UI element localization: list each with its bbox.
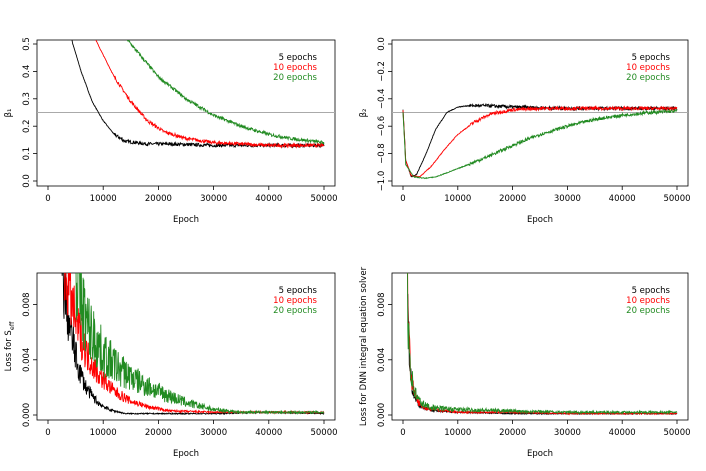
y-tick-label: −0.2 bbox=[377, 61, 387, 82]
y-tick-label: 0.4 bbox=[22, 65, 32, 79]
x-tick-label: 30000 bbox=[554, 194, 581, 204]
y-tick-label: 0.0 bbox=[22, 174, 32, 188]
y-tick-label: 0.000 bbox=[22, 403, 32, 427]
x-tick-label: 30000 bbox=[554, 428, 581, 438]
legend-entry: 5 epochs bbox=[279, 53, 318, 63]
series-group bbox=[61, 273, 325, 416]
x-axis-title: Epoch bbox=[173, 449, 199, 459]
y-tick-label: 0.5 bbox=[22, 37, 32, 51]
y-axis-title: β₂ bbox=[359, 109, 369, 118]
x-axis-title: Epoch bbox=[173, 215, 199, 225]
x-tick-label: 50000 bbox=[663, 194, 690, 204]
legend-entry: 5 epochs bbox=[632, 286, 671, 296]
x-tick-label: 0 bbox=[45, 428, 50, 438]
x-tick-label: 50000 bbox=[310, 194, 337, 204]
legend-entry: 5 epochs bbox=[632, 53, 671, 63]
y-axis-title: Loss for DNN integral equation solver bbox=[359, 266, 369, 426]
series-line-10-epochs bbox=[64, 273, 325, 415]
x-tick-label: 20000 bbox=[499, 428, 526, 438]
y-tick-label: −0.8 bbox=[377, 143, 387, 164]
y-axis-title-subscript: eff bbox=[8, 321, 16, 330]
series-line-10-epochs bbox=[95, 40, 325, 149]
legend-entry: 10 epochs bbox=[626, 63, 670, 73]
series-line-20-epochs bbox=[127, 40, 325, 146]
x-tick-label: 0 bbox=[400, 428, 405, 438]
x-tick-label: 20000 bbox=[145, 194, 172, 204]
series-group bbox=[406, 273, 678, 416]
y-tick-label: 0.2 bbox=[22, 119, 32, 133]
chart-panel-3: 0 10000 20000 30000 40000 50000 Epoch 0.000 0.00… bbox=[4, 272, 338, 459]
x-tick-label: 50000 bbox=[310, 428, 337, 438]
y-tick-label: 0.004 bbox=[377, 348, 387, 372]
y-tick-label: −0.4 bbox=[377, 88, 387, 109]
legend-entry: 10 epochs bbox=[626, 296, 670, 306]
y-tick-label: 0.0 bbox=[377, 37, 387, 51]
x-tick-label: 40000 bbox=[609, 194, 636, 204]
y-tick-label: 0.008 bbox=[22, 292, 32, 316]
x-tick-label: 20000 bbox=[499, 194, 526, 204]
x-axis-title: Epoch bbox=[527, 449, 553, 459]
y-tick-label: 0.000 bbox=[377, 403, 387, 427]
x-tick-label: 40000 bbox=[255, 428, 282, 438]
x-tick-label: 30000 bbox=[200, 194, 227, 204]
x-tick-label: 10000 bbox=[90, 428, 117, 438]
x-tick-label: 40000 bbox=[255, 194, 282, 204]
legend-entry: 20 epochs bbox=[626, 306, 670, 316]
x-tick-label: 10000 bbox=[444, 194, 471, 204]
series-line-20-epochs bbox=[406, 273, 678, 415]
x-tick-label: 10000 bbox=[444, 428, 471, 438]
x-tick-label: 30000 bbox=[200, 428, 227, 438]
y-tick-label: −0.6 bbox=[377, 116, 387, 137]
series-group bbox=[71, 40, 325, 149]
legend-entry: 10 epochs bbox=[273, 296, 317, 306]
x-tick-label: 20000 bbox=[145, 428, 172, 438]
y-tick-label: 0.3 bbox=[22, 92, 32, 106]
plot-frame bbox=[391, 272, 689, 421]
series-line-10-epochs bbox=[407, 273, 678, 416]
x-tick-label: 40000 bbox=[609, 428, 636, 438]
legend-entry: 20 epochs bbox=[273, 73, 317, 83]
legend-entry: 20 epochs bbox=[626, 73, 670, 83]
x-tick-label: 50000 bbox=[663, 428, 690, 438]
series-line-10-epochs bbox=[402, 105, 678, 178]
legend-entry: 20 epochs bbox=[273, 306, 317, 316]
chart-panel-1: 0 10000 20000 30000 40000 50000 Epoch 0.0 0.1 0.2… bbox=[4, 37, 338, 225]
y-tick-label: 0.004 bbox=[22, 348, 32, 372]
y-tick-label: 0.1 bbox=[22, 147, 32, 161]
series-line-20-epochs bbox=[75, 273, 325, 415]
series-line-5-epochs bbox=[402, 102, 678, 178]
legend-entry: 5 epochs bbox=[279, 286, 318, 296]
chart-panel-4: 0 10000 20000 30000 40000 50000 Epoch 0.000 0.00… bbox=[359, 266, 691, 459]
y-tick-label: 0.008 bbox=[377, 292, 387, 316]
chart-panel-2: 0 10000 20000 30000 40000 50000 Epoch 0.0 −0.2 −0… bbox=[359, 37, 691, 225]
y-tick-label: −1.0 bbox=[377, 171, 387, 192]
x-tick-label: 0 bbox=[400, 194, 405, 204]
legend-entry: 10 epochs bbox=[273, 63, 317, 73]
plot-frame bbox=[36, 272, 336, 421]
x-tick-label: 10000 bbox=[90, 194, 117, 204]
y-axis-title: Loss for Seff bbox=[4, 321, 16, 371]
x-axis-title: Epoch bbox=[527, 215, 553, 225]
series-group bbox=[402, 102, 678, 180]
x-tick-label: 0 bbox=[45, 194, 50, 204]
series-line-20-epochs bbox=[402, 108, 678, 180]
y-axis-title: β₁ bbox=[4, 109, 14, 118]
